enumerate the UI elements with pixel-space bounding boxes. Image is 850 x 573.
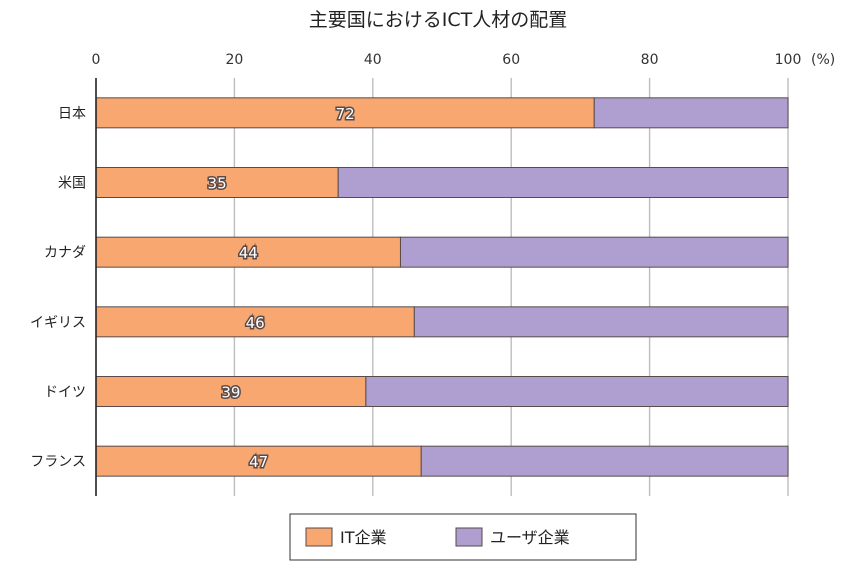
x-tick-label: 100 [775, 52, 802, 68]
bar-value-label: 39 [221, 384, 240, 402]
category-label: 米国 [58, 176, 86, 192]
category-label: カナダ [44, 245, 86, 261]
category-label: フランス [30, 454, 86, 470]
bar-value-label: 47 [249, 453, 268, 471]
bar-value-label: 44 [239, 244, 258, 262]
bar-value-label: 72 [336, 105, 355, 123]
bar-segment [95, 445, 422, 477]
legend-label: IT企業 [340, 528, 387, 547]
legend-swatch [455, 527, 483, 547]
gridlines [233, 78, 789, 496]
x-tick-label: 60 [502, 52, 520, 68]
category-label: イギリス [30, 315, 86, 331]
bar-value-label: 46 [246, 314, 265, 332]
category-label: ドイツ [44, 385, 86, 401]
bar-segment [95, 236, 401, 268]
x-tick-label: 20 [225, 52, 243, 68]
bar-segment [95, 376, 367, 407]
x-tick-label: 0 [92, 52, 101, 68]
x-tick-label: 40 [364, 52, 382, 68]
chart-title: 主要国におけるICT人材の配置 [309, 9, 567, 31]
x-axis-ticks: 0 20 40 60 80 100 [92, 52, 802, 68]
bar-segment [413, 306, 789, 338]
bar-segment [337, 167, 789, 198]
bar-segment [399, 236, 789, 268]
legend-label: ユーザ企業 [490, 528, 570, 547]
bar-segment [365, 376, 789, 407]
x-axis-unit-label: (%) [811, 52, 835, 68]
bar-segment [95, 97, 595, 129]
legend-swatch [305, 527, 333, 547]
bar-segment [420, 445, 789, 477]
legend: IT企業 ユーザ企業 [289, 513, 637, 561]
bar-value-label: 35 [208, 175, 227, 193]
x-tick-label: 80 [641, 52, 659, 68]
bars: 72 35 44 46 39 47 [95, 97, 789, 477]
bar-segment [593, 97, 789, 129]
category-label: 日本 [58, 106, 86, 122]
